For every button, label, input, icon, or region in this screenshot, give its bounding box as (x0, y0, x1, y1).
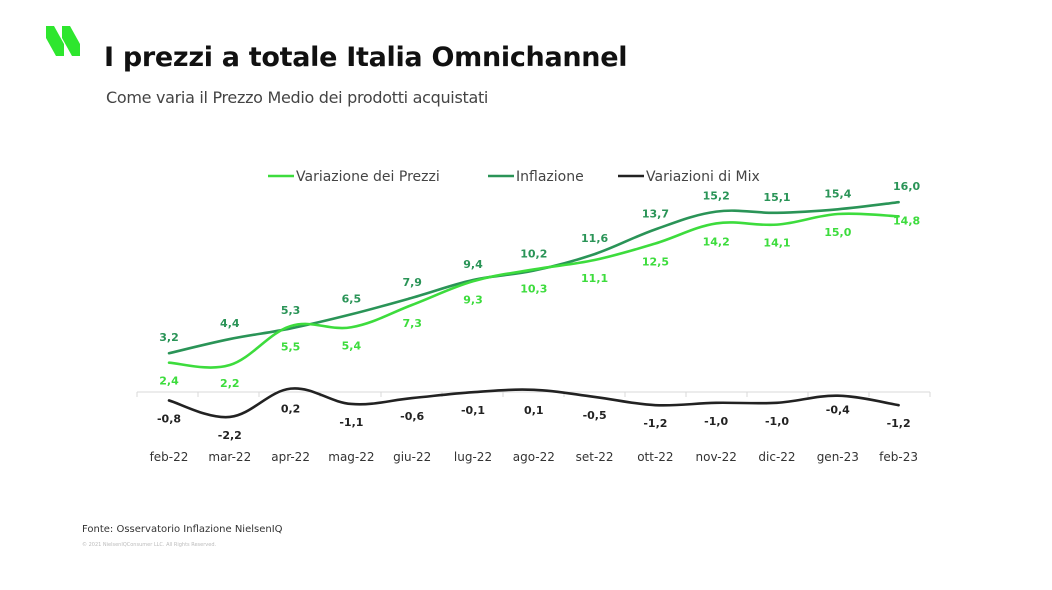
logo-slash-right (62, 26, 80, 56)
x-tick-label: giu-22 (393, 450, 431, 464)
data-label-variazione-prezzi: 12,5 (642, 256, 669, 269)
x-tick-label: dic-22 (758, 450, 795, 464)
x-tick-label: ago-22 (513, 450, 555, 464)
data-label-inflazione: 7,9 (402, 276, 422, 289)
x-axis: feb-22 mar-22 apr-22 mag-22 giu-22 lug-22 ago-… (136, 391, 931, 464)
x-tick-label: ott-22 (637, 450, 673, 464)
data-labels: 3,2 2,4 -0,8 4,4 2,2 -2,2 5,3 5,5 0,2 6,5 5,4 -1,1 7… (157, 180, 921, 442)
legend-label: Variazioni di Mix (646, 169, 760, 185)
data-label-variazione-prezzi: 7,3 (402, 317, 422, 330)
legend-item-variazione-dei-prezzi: Variazione dei Prezzi (268, 169, 440, 185)
x-tick-label: set-22 (576, 450, 614, 464)
data-label-variazioni-mix: -1,1 (339, 416, 363, 429)
data-label-inflazione: 4,4 (220, 317, 240, 330)
x-tick-label: feb-22 (150, 450, 189, 464)
nielseniq-logo-icon (46, 26, 80, 56)
data-label-variazione-prezzi: 2,2 (220, 377, 240, 390)
legend-item-inflazione: Inflazione (488, 169, 584, 185)
data-label-variazioni-mix: -1,0 (704, 415, 728, 428)
data-label-variazioni-mix: -1,2 (887, 417, 911, 430)
data-label-variazioni-mix: 0,1 (524, 404, 544, 417)
data-label-variazioni-mix: -0,6 (400, 410, 424, 423)
data-label-variazione-prezzi: 14,2 (703, 235, 730, 248)
source-note: Fonte: Osservatorio Inflazione NielsenIQ (82, 524, 283, 535)
data-label-variazioni-mix: -0,5 (583, 409, 607, 422)
data-label-inflazione: 6,5 (342, 292, 362, 305)
data-label-variazione-prezzi: 10,3 (520, 283, 547, 296)
data-label-variazione-prezzi: 5,4 (342, 339, 362, 352)
x-tick-label: mag-22 (328, 450, 374, 464)
data-label-inflazione: 3,2 (159, 331, 179, 344)
data-label-inflazione: 15,4 (824, 187, 851, 200)
x-tick-label: mar-22 (208, 450, 251, 464)
legend-label: Inflazione (516, 169, 584, 185)
data-label-variazione-prezzi: 2,4 (159, 375, 179, 388)
data-label-inflazione: 13,7 (642, 207, 669, 220)
copyright-note: © 2021 NielsenIQConsumer LLC. All Rights… (82, 542, 217, 548)
data-label-variazione-prezzi: 5,5 (281, 340, 301, 353)
x-tick-label: gen-23 (817, 450, 859, 464)
data-label-inflazione: 16,0 (893, 180, 920, 193)
data-label-variazione-prezzi: 15,0 (824, 226, 851, 239)
data-label-variazioni-mix: -2,2 (218, 429, 242, 442)
x-tick-label: feb-23 (879, 450, 918, 464)
x-tick-label: lug-22 (454, 450, 492, 464)
data-label-variazione-prezzi: 14,8 (893, 214, 920, 227)
page-subtitle: Come varia il Prezzo Medio dei prodotti … (106, 88, 489, 107)
legend-item-variazioni-di-mix: Variazioni di Mix (618, 169, 760, 185)
x-tick-label: nov-22 (696, 450, 737, 464)
data-label-inflazione: 5,3 (281, 304, 301, 317)
x-tick-label: apr-22 (271, 450, 310, 464)
data-label-variazione-prezzi: 11,1 (581, 272, 608, 285)
data-label-variazioni-mix: -1,2 (643, 417, 667, 430)
data-label-variazione-prezzi: 9,3 (463, 293, 483, 306)
data-label-variazioni-mix: -0,1 (461, 404, 485, 417)
data-label-variazioni-mix: -0,4 (826, 404, 850, 417)
data-label-variazioni-mix: -0,8 (157, 412, 181, 425)
data-label-variazioni-mix: -1,0 (765, 415, 789, 428)
data-label-inflazione: 11,6 (581, 232, 608, 245)
data-label-inflazione: 15,2 (703, 190, 730, 203)
logo-slash-left (46, 26, 64, 56)
data-label-inflazione: 9,4 (463, 258, 483, 271)
line-chart: Variazione dei Prezzi Inflazione Variazion… (136, 169, 931, 464)
data-label-inflazione: 15,1 (763, 191, 790, 204)
data-label-inflazione: 10,2 (520, 247, 547, 260)
data-label-variazione-prezzi: 14,1 (763, 237, 790, 250)
chart-legend: Variazione dei Prezzi Inflazione Variazion… (268, 169, 760, 185)
series-lines (167, 200, 900, 419)
legend-label: Variazione dei Prezzi (296, 169, 440, 185)
data-label-variazioni-mix: 0,2 (281, 403, 301, 416)
page-title: I prezzi a totale Italia Omnichannel (104, 42, 628, 73)
